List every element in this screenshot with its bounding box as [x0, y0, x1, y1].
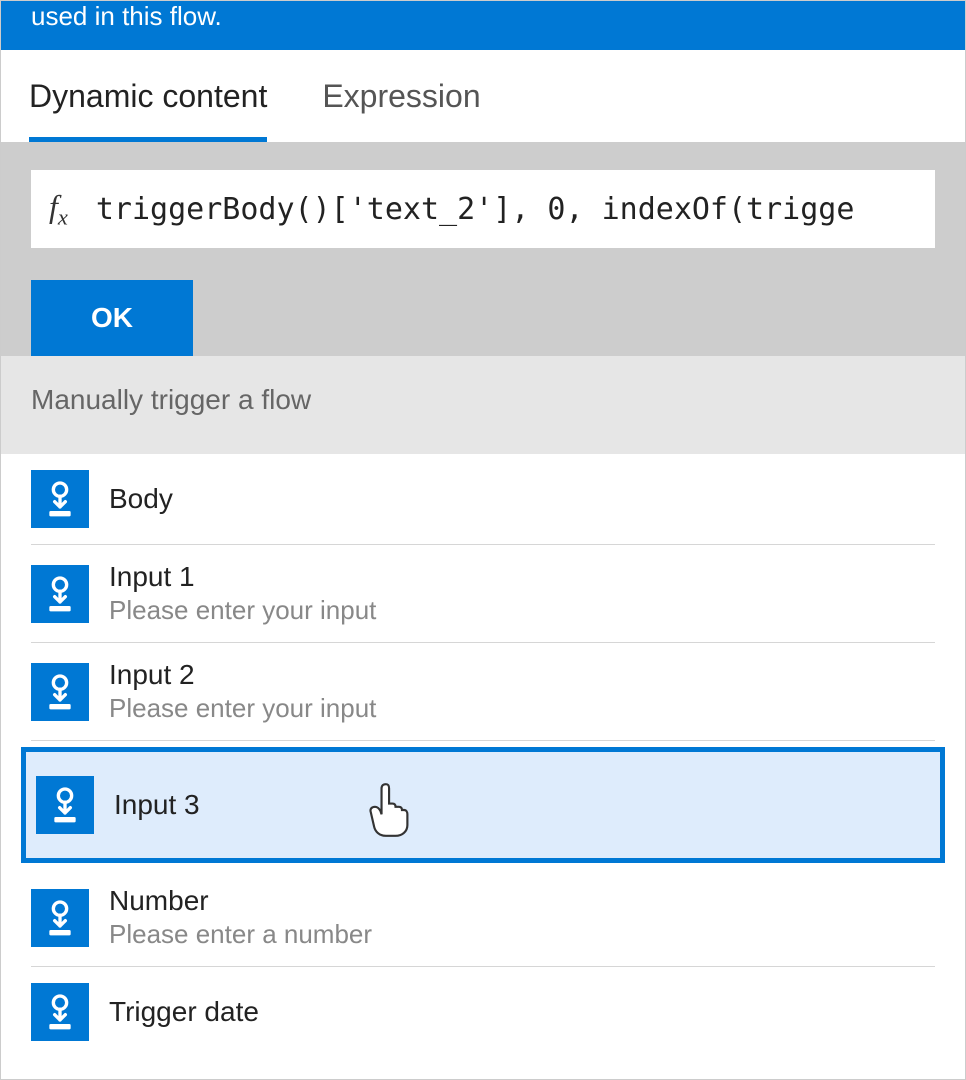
item-title: Number — [109, 885, 372, 917]
item-title: Trigger date — [109, 996, 259, 1028]
formula-input[interactable]: fx triggerBody()['text_2'], 0, indexOf(t… — [31, 170, 935, 248]
tab-dynamic-content[interactable]: Dynamic content — [29, 50, 267, 142]
dynamic-content-list: Body Input 1 Please enter your input — [1, 454, 965, 1079]
cursor-hand-icon — [366, 782, 410, 843]
item-title: Input 1 — [109, 561, 376, 593]
trigger-icon — [36, 776, 94, 834]
item-title: Body — [109, 483, 173, 515]
trigger-icon — [31, 889, 89, 947]
item-desc: Please enter your input — [109, 595, 376, 626]
list-item-trigger-date[interactable]: Trigger date — [31, 967, 935, 1057]
list-item-input-3[interactable]: Input 3 — [21, 747, 945, 863]
item-desc: Please enter a number — [109, 919, 372, 950]
tab-label: Expression — [322, 78, 480, 114]
trigger-icon — [31, 470, 89, 528]
list-item-input-1[interactable]: Input 1 Please enter your input — [31, 545, 935, 643]
trigger-icon — [31, 663, 89, 721]
section-header: Manually trigger a flow — [1, 356, 965, 454]
list-item-number[interactable]: Number Please enter a number — [31, 869, 935, 967]
item-desc: Please enter your input — [109, 693, 376, 724]
expression-editor-area: fx triggerBody()['text_2'], 0, indexOf(t… — [1, 142, 965, 356]
item-title: Input 2 — [109, 659, 376, 691]
list-item-body[interactable]: Body — [31, 454, 935, 545]
list-item-input-2[interactable]: Input 2 Please enter your input — [31, 643, 935, 741]
header-text: used in this flow. — [31, 1, 222, 31]
item-title: Input 3 — [114, 789, 200, 821]
dynamic-content-panel: used in this flow. Dynamic content Expre… — [0, 0, 966, 1080]
fx-icon: fx — [49, 188, 68, 230]
tab-expression[interactable]: Expression — [322, 50, 480, 142]
section-title: Manually trigger a flow — [31, 384, 311, 415]
trigger-icon — [31, 983, 89, 1041]
trigger-icon — [31, 565, 89, 623]
ok-button[interactable]: OK — [31, 280, 193, 356]
panel-header: used in this flow. — [1, 1, 965, 50]
tab-label: Dynamic content — [29, 78, 267, 114]
formula-text: triggerBody()['text_2'], 0, indexOf(trig… — [96, 192, 917, 227]
tab-bar: Dynamic content Expression — [1, 50, 965, 142]
